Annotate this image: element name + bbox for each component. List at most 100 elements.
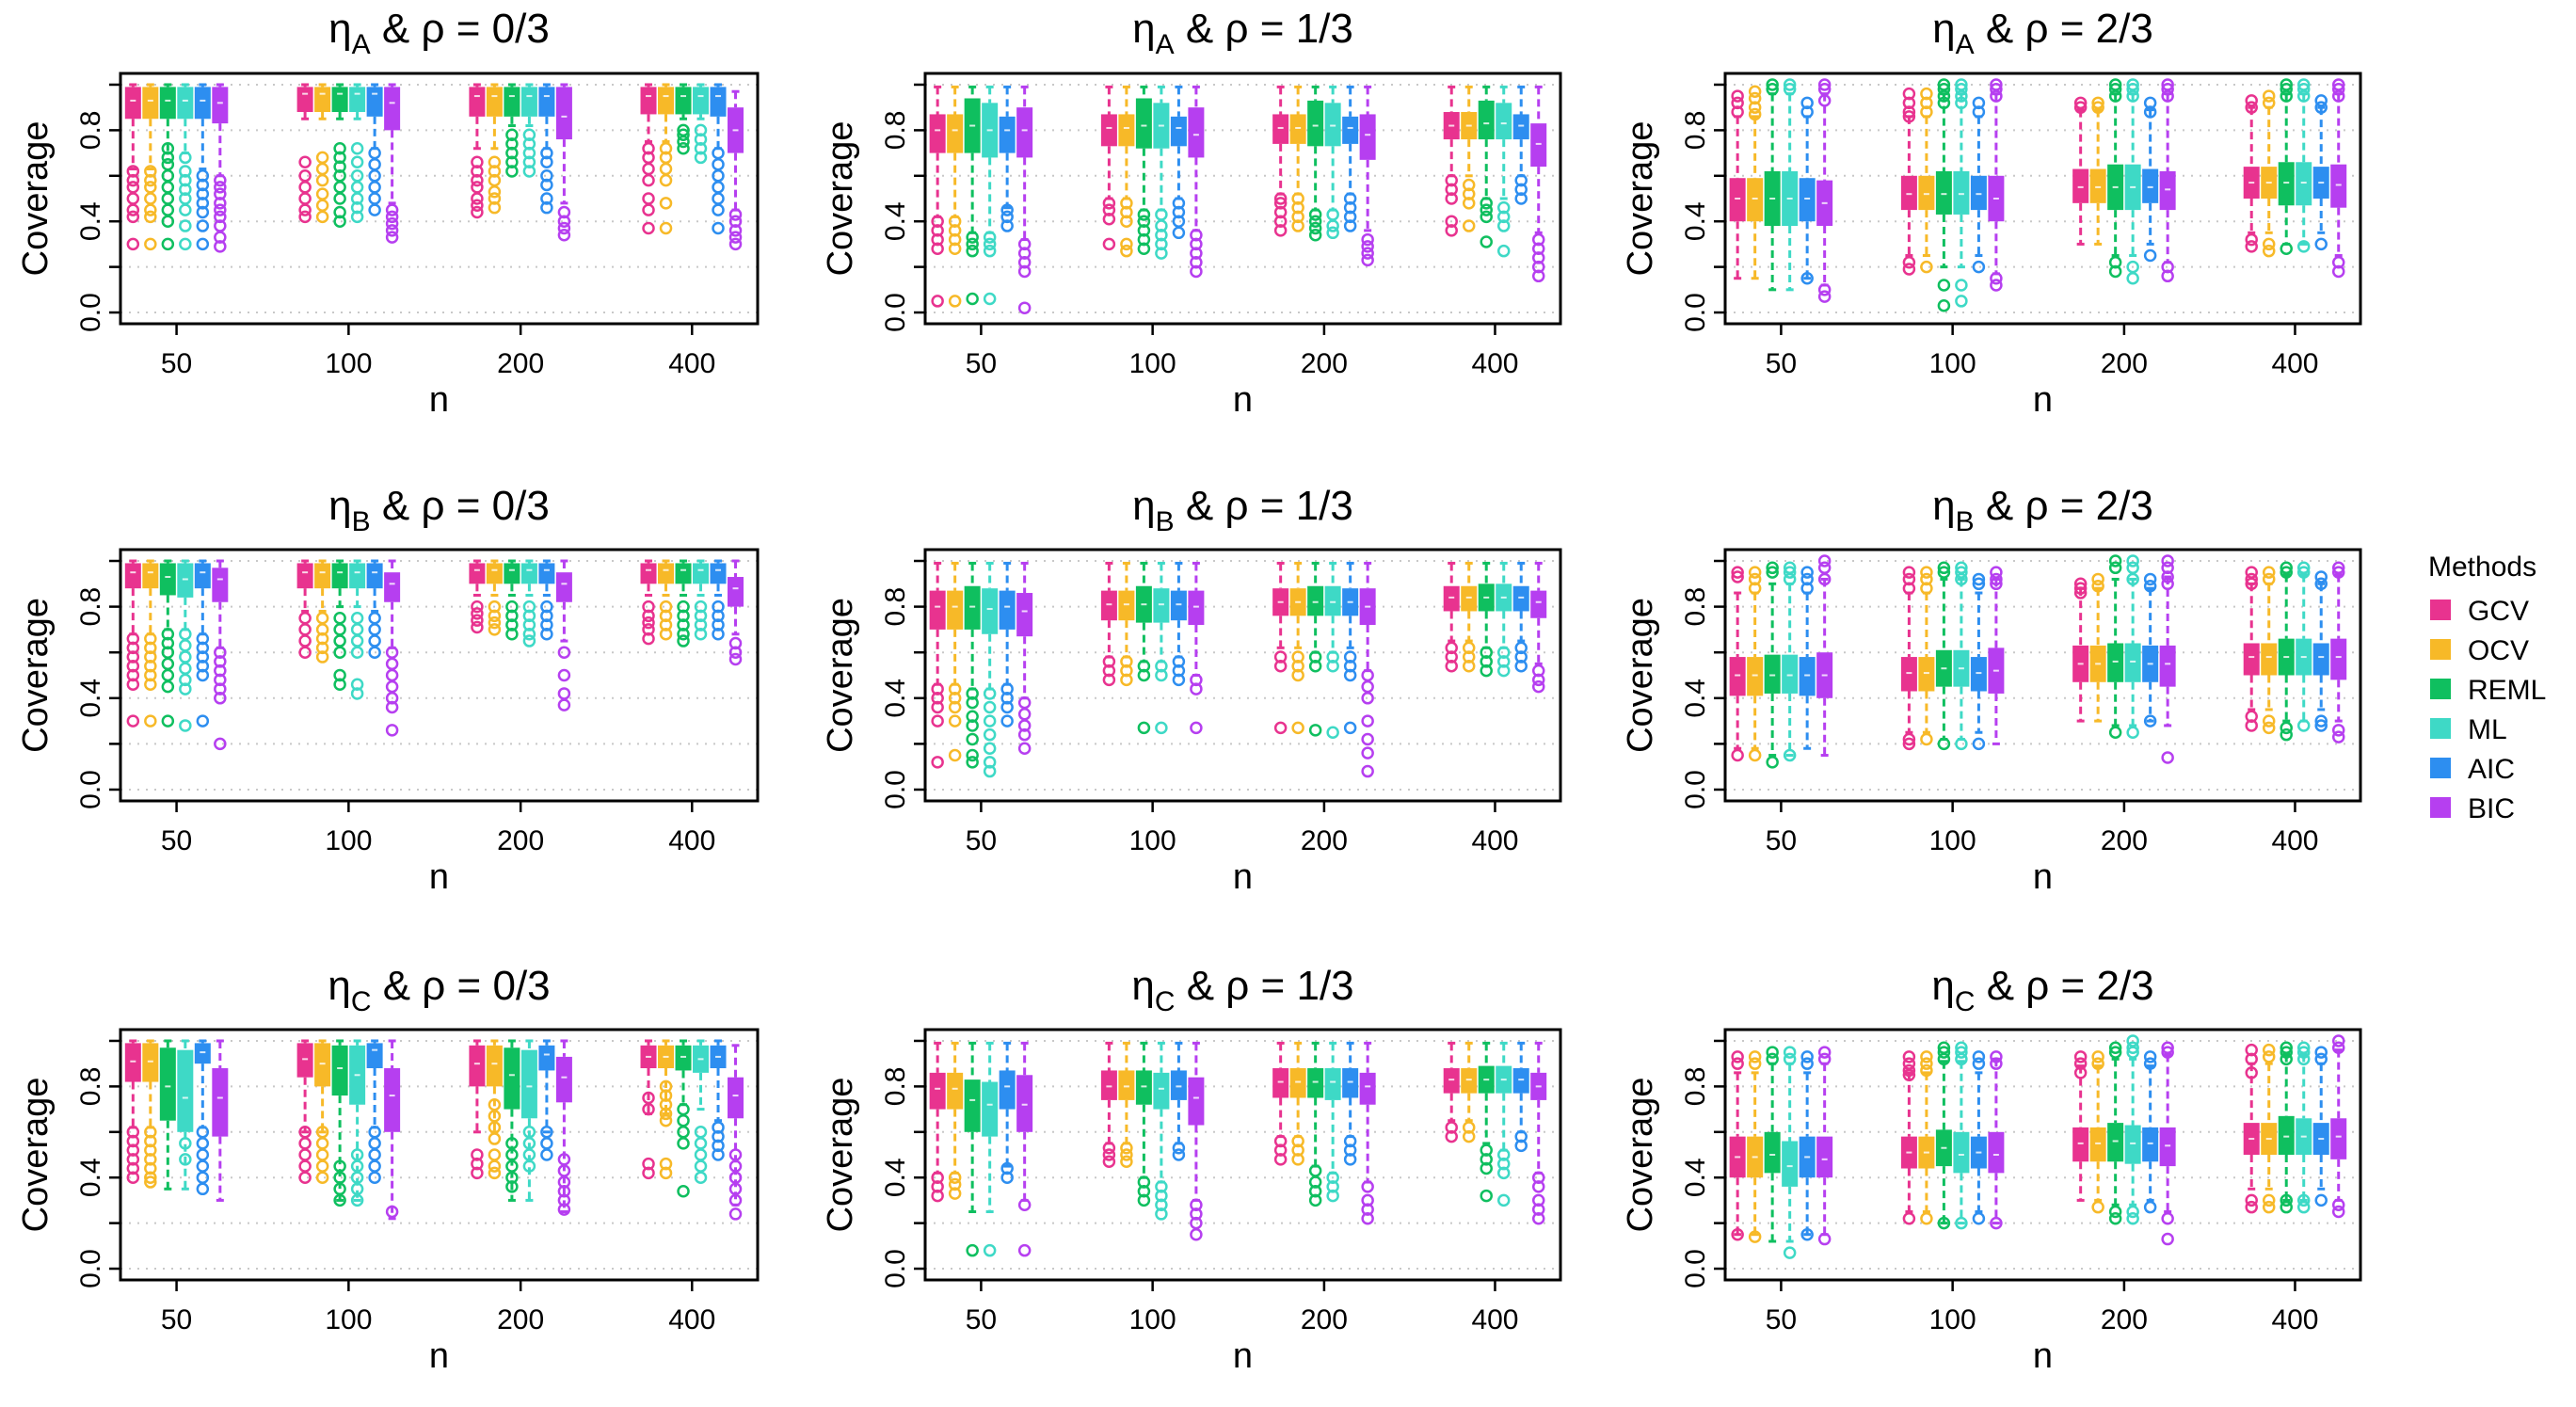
outlier-point [2126, 1046, 2139, 1059]
outlier-point [1783, 1052, 1797, 1066]
outlier-point [2073, 586, 2088, 600]
box-reml [1135, 1070, 1152, 1105]
box-gcv [2072, 168, 2089, 203]
outlier-point [1920, 260, 1933, 274]
outlier-point [1190, 673, 1203, 687]
outlier-point [161, 237, 175, 251]
outlier-point [522, 155, 536, 169]
outlier-point [196, 187, 210, 200]
outlier-point [2245, 94, 2258, 107]
outlier-point [333, 623, 346, 636]
outlier-point [144, 192, 157, 205]
box-ocv [314, 563, 331, 589]
x-axis-label: n [429, 1336, 449, 1376]
outlier-point [2073, 1057, 2088, 1070]
outlier-point [983, 714, 997, 727]
outlier-point [196, 660, 210, 673]
outlier-point [126, 641, 140, 655]
outlier-point [1155, 660, 1168, 673]
box-bic [1188, 1077, 1205, 1126]
outlier-point [1308, 1175, 1322, 1189]
box-reml [504, 563, 520, 584]
outlier-point [1496, 210, 1511, 224]
outlier-point [1137, 232, 1151, 247]
outlier-point [1920, 1212, 1933, 1225]
outlier-point [677, 600, 690, 614]
outlier-point [1137, 668, 1151, 682]
outlier-point [1496, 1193, 1511, 1207]
outlier-point [350, 141, 364, 155]
outlier-point [948, 748, 962, 762]
outlier-point [2126, 726, 2139, 739]
outlier-point [1172, 655, 1186, 668]
outlier-point [161, 714, 175, 727]
outlier-point [144, 660, 157, 673]
outlier-point [1920, 96, 1933, 110]
box-ml [1953, 170, 1970, 215]
outlier-point [1731, 96, 1744, 110]
outlier-point [2331, 1041, 2345, 1054]
outlier-point [1920, 732, 1933, 746]
outlier-point [1496, 646, 1511, 659]
outlier-point [1783, 748, 1797, 762]
outlier-point [931, 224, 944, 237]
outlier-point [126, 210, 140, 224]
outlier-point [1514, 650, 1528, 664]
outlier-point [1291, 1134, 1304, 1148]
outlier-point [505, 165, 519, 178]
outlier-point [677, 128, 690, 141]
outlier-point [1817, 561, 1832, 575]
outlier-point [728, 215, 743, 228]
outlier-point [333, 141, 346, 155]
outlier-point [368, 623, 381, 636]
outlier-point [1291, 650, 1304, 664]
outlier-point [557, 668, 571, 682]
outlier-point [522, 609, 536, 623]
legend-label-aic: AIC [2468, 754, 2515, 785]
outlier-point [2280, 89, 2293, 103]
outlier-point [931, 215, 944, 228]
outlier-point [2280, 721, 2293, 735]
panel-1: 0.0 0.4 0.8 50 100 200 400 n Coverage ηA & ρ = 0/… [16, 6, 760, 420]
outlier-point [1480, 664, 1493, 678]
outlier-point [712, 609, 725, 623]
outlier-point [196, 219, 210, 232]
y-axis-label: Coverage [821, 1078, 860, 1233]
box-ocv [1747, 178, 1764, 222]
box-reml [2278, 162, 2295, 206]
outlier-point [557, 1175, 571, 1189]
outlier-point [126, 1153, 140, 1166]
outlier-point [712, 628, 725, 641]
outlier-point [488, 616, 502, 630]
y-tick-label: 0.4 [880, 201, 911, 241]
y-axis-label: Coverage [16, 1078, 56, 1233]
x-tick-label: 400 [1471, 348, 1518, 379]
outlier-point [1462, 650, 1476, 664]
outlier-point [2262, 96, 2276, 110]
box-bic [212, 1068, 229, 1137]
outlier-point [1817, 94, 1832, 107]
outlier-point [2280, 1046, 2293, 1059]
box-aic [1970, 175, 1987, 211]
outlier-point [488, 623, 502, 636]
outlier-point [1972, 1212, 1986, 1225]
outlier-point [1326, 650, 1339, 664]
outlier-point [1800, 271, 1814, 285]
outlier-point [368, 181, 381, 194]
outlier-point [1000, 210, 1014, 224]
outlier-point [2280, 566, 2293, 579]
outlier-point [1937, 566, 1951, 579]
outlier-point [471, 1148, 484, 1161]
box-reml [331, 87, 348, 113]
outlier-point [1766, 561, 1779, 575]
outlier-point [385, 657, 399, 671]
outlier-point [350, 1193, 364, 1207]
outlier-point [2108, 554, 2122, 568]
outlier-point [557, 698, 571, 711]
x-tick-label: 200 [1301, 348, 1348, 379]
outlier-point [1273, 224, 1288, 237]
outlier-point [677, 634, 690, 648]
outlier-point [966, 732, 979, 746]
x-axis-label: n [1233, 1336, 1253, 1376]
box-reml [159, 563, 176, 596]
